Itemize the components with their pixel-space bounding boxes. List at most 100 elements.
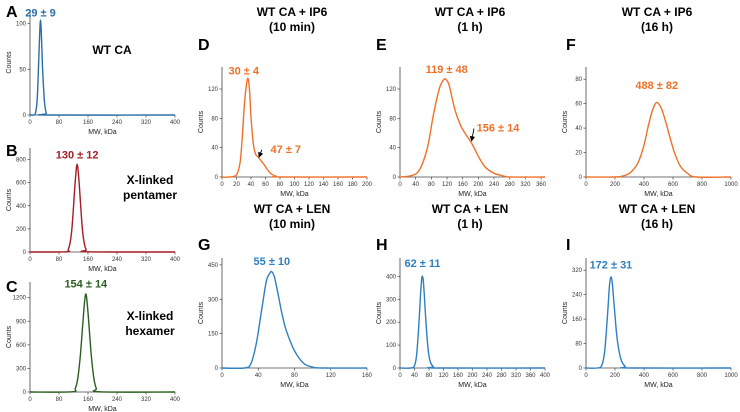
x-tick-label: 800 <box>697 182 708 188</box>
x-tick-label: 800 <box>697 373 708 379</box>
x-tick-label: 120 <box>326 373 337 379</box>
x-axis-label: MW, kDa <box>88 406 116 412</box>
distribution-curve <box>399 78 546 178</box>
panel-title: WT CA + LEN <box>432 202 509 216</box>
y-tick-label: 0 <box>579 175 583 181</box>
y-axis-label: Counts <box>376 110 383 133</box>
x-tick-label: 320 <box>141 397 152 403</box>
panel-title: (16 h) <box>641 217 673 231</box>
x-tick-label: 200 <box>473 182 484 188</box>
y-tick-label: 400 <box>16 204 27 210</box>
x-tick-label: 0 <box>28 257 32 263</box>
panel-letter: C <box>6 279 18 296</box>
x-tick-label: 200 <box>467 373 478 379</box>
panel-title: WT CA + IP6 <box>435 5 506 19</box>
panel-title: (16 h) <box>641 20 673 34</box>
x-tick-label: 20 <box>233 182 240 188</box>
y-tick-label: 100 <box>16 22 27 28</box>
x-tick-label: 400 <box>639 373 650 379</box>
x-tick-label: 240 <box>112 120 123 126</box>
x-axis-label: MW, kDa <box>280 191 308 198</box>
y-tick-label: 0 <box>393 175 397 181</box>
x-tick-label: 240 <box>112 397 123 403</box>
x-tick-label: 80 <box>428 182 435 188</box>
x-tick-label: 80 <box>291 373 298 379</box>
peak-label: 488 ± 82 <box>635 80 678 92</box>
x-tick-label: 600 <box>668 182 679 188</box>
y-tick-label: 0 <box>393 366 397 372</box>
y-tick-label: 900 <box>16 319 27 325</box>
panel-letter: G <box>198 237 210 254</box>
x-tick-label: 320 <box>511 373 522 379</box>
y-axis-label: Counts <box>198 110 205 133</box>
x-tick-label: 160 <box>83 120 94 126</box>
y-tick-label: 40 <box>211 146 218 152</box>
panel-h: HWT CA + LEN(1 h)0 40 80 120 160 200 240 280 320… <box>376 202 551 389</box>
y-tick-label: 150 <box>208 332 219 338</box>
peak-label: 154 ± 14 <box>64 279 108 291</box>
y-tick-label: 20 <box>575 151 582 157</box>
annotation-arrow <box>469 128 476 142</box>
x-tick-label: 1000 <box>724 182 738 188</box>
x-axis-label: MW, kDa <box>644 382 672 389</box>
y-tick-label: 600 <box>16 181 27 187</box>
y-tick-label: 100 <box>386 343 397 349</box>
y-axis-label: Counts <box>562 301 569 324</box>
x-tick-label: 60 <box>262 182 269 188</box>
panel-title: (10 min) <box>269 20 315 34</box>
peak-label: 55 ± 10 <box>254 256 291 268</box>
y-tick-label: 320 <box>572 268 583 274</box>
y-axis-label: Counts <box>376 301 383 324</box>
x-tick-label: 160 <box>83 257 94 263</box>
x-tick-label: 280 <box>505 182 516 188</box>
x-tick-label: 400 <box>170 397 181 403</box>
shoulder-label: 156 ± 14 <box>477 123 521 135</box>
x-axis-label: MW, kDa <box>88 129 116 136</box>
panel-side-label: X-linked <box>127 173 174 187</box>
x-tick-label: 240 <box>112 257 123 263</box>
y-tick-label: 80 <box>575 77 582 83</box>
distribution-curve <box>29 163 176 253</box>
x-tick-label: 240 <box>489 182 500 188</box>
x-tick-label: 0 <box>28 397 32 403</box>
y-tick-label: 300 <box>16 366 27 372</box>
distribution-curve <box>585 101 732 178</box>
panel-e: E WT CA + IP6(1 h) 0 40 80 120 160 200 240 280 320… <box>376 5 547 198</box>
panel-side-label: WT CA <box>92 43 132 57</box>
panel-d: DWT CA + IP6(10 min)0 20 40 60 80 100 120 140 16… <box>198 5 373 198</box>
x-tick-label: 160 <box>458 182 469 188</box>
panel-letter: I <box>566 237 570 254</box>
y-tick-label: 80 <box>389 116 396 122</box>
x-tick-label: 0 <box>584 182 588 188</box>
x-axis-label: MW, kDa <box>458 382 486 389</box>
x-tick-label: 120 <box>304 182 315 188</box>
y-tick-label: 120 <box>208 87 219 93</box>
x-tick-label: 0 <box>398 182 402 188</box>
x-tick-label: 140 <box>318 182 329 188</box>
panel-side-label: hexamer <box>125 324 175 338</box>
peak-label: 29 ± 9 <box>25 7 56 19</box>
x-tick-label: 40 <box>255 373 262 379</box>
panel-title: (10 min) <box>269 217 315 231</box>
y-tick-label: 300 <box>208 297 219 303</box>
y-tick-label: 600 <box>16 343 27 349</box>
x-axis-label: MW, kDa <box>88 266 116 273</box>
y-tick-label: 1200 <box>13 296 27 302</box>
x-tick-label: 0 <box>28 120 32 126</box>
y-tick-label: 120 <box>386 87 397 93</box>
panel-letter: D <box>198 37 210 54</box>
y-axis-label: Counts <box>198 301 205 324</box>
x-tick-label: 160 <box>83 397 94 403</box>
y-tick-label: 240 <box>572 293 583 299</box>
x-tick-label: 360 <box>536 182 547 188</box>
x-tick-label: 240 <box>482 373 493 379</box>
panel-i: I WT CA + LEN(16 h) 0 200 400 600 800 1000 0 80 16… <box>562 202 738 389</box>
x-tick-label: 0 <box>584 373 588 379</box>
x-tick-label: 120 <box>438 373 449 379</box>
x-tick-label: 80 <box>56 397 63 403</box>
y-tick-label: 80 <box>211 116 218 122</box>
y-axis-label: Counts <box>562 110 569 133</box>
x-tick-label: 400 <box>170 120 181 126</box>
